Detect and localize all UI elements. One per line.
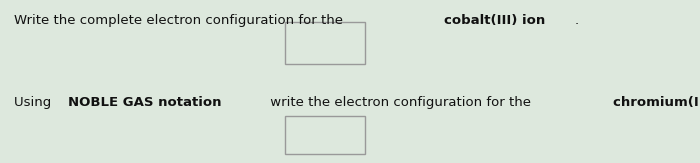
Text: Write the complete electron configuration for the: Write the complete electron configuratio… [14,14,347,27]
Text: Using: Using [14,96,55,109]
Text: cobalt(III) ion: cobalt(III) ion [444,14,545,27]
Text: .: . [575,14,579,27]
Bar [285,22,365,64]
Text: NOBLE GAS notation: NOBLE GAS notation [67,96,221,109]
Bar [285,116,365,154]
Text: chromium(III) ion: chromium(III) ion [613,96,700,109]
Text: write the electron configuration for the: write the electron configuration for the [265,96,535,109]
